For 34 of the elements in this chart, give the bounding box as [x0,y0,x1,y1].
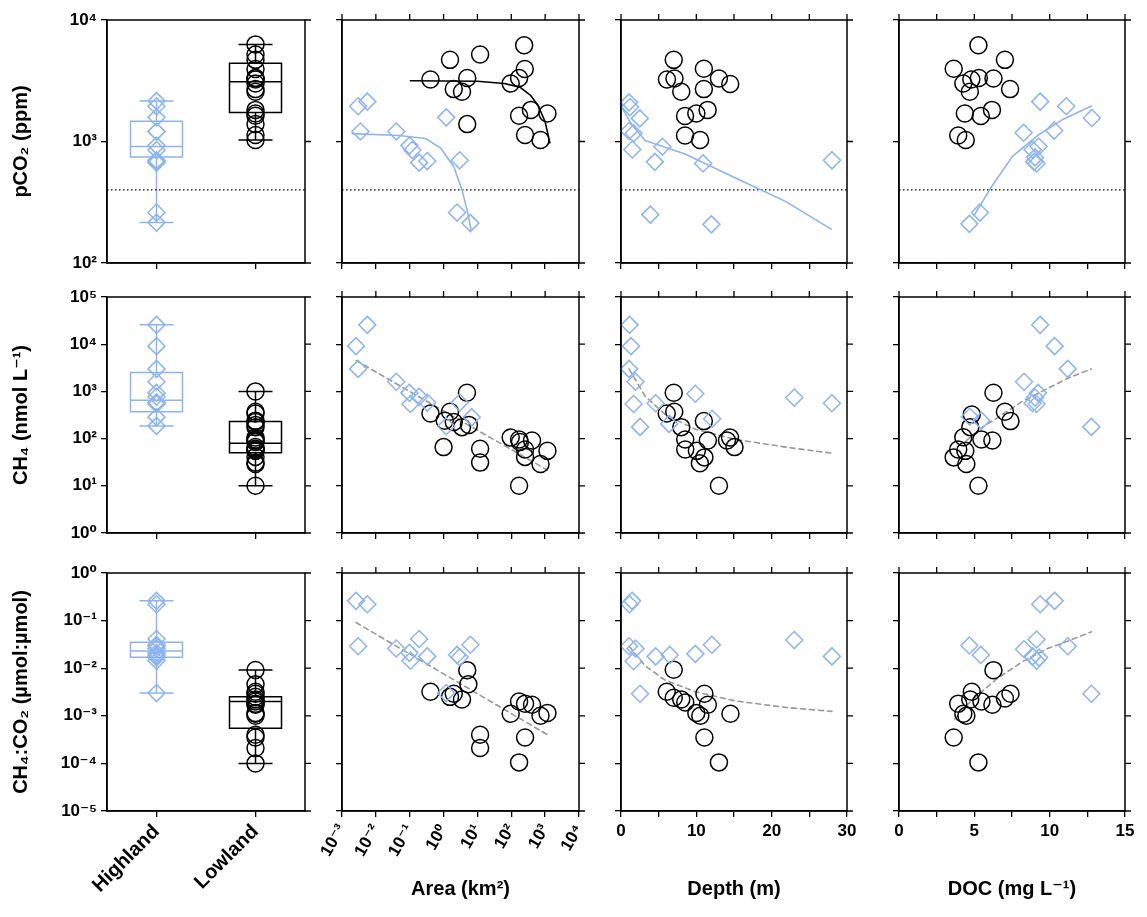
x-tick-label: 0 [616,820,626,840]
x-tick-label: 10² [490,820,519,852]
x-tick-label: 10 [1040,820,1060,840]
y-tick-label: 10⁻⁵ [61,800,97,820]
y-tick-label: 10⁵ [70,286,97,306]
y-tick-label: 10⁰ [70,522,97,542]
y-tick-label: 10² [72,252,98,272]
y-tick-label: 10⁻¹ [63,610,98,630]
x-tick-label: 10³ [523,820,553,852]
y-tick-label: 10³ [72,131,98,151]
y-tick-label: 10⁰ [70,562,97,582]
x-tick-label: 30 [837,820,857,840]
x-axis-title: DOC (mg L⁻¹) [947,876,1077,899]
y-axis-title: CH₄ (nmol L⁻¹) [8,344,31,486]
y-tick-label: 10³ [72,381,98,401]
x-tick-label: 15 [1115,820,1135,840]
y-tick-label: 10⁴ [69,9,97,29]
x-tick-label: 10⁰ [421,820,452,854]
y-tick-label: 10¹ [72,475,98,495]
x-axis-title: Area (km²) [411,876,510,899]
x-tick-label: 5 [969,820,980,840]
y-tick-label: 10⁴ [69,333,97,353]
x-tick-label: 10 [686,820,706,840]
y-tick-label: 10⁻⁴ [60,753,97,773]
y-axis-title: pCO₂ (ppm) [8,85,31,198]
x-tick-label: 10¹ [456,820,486,852]
x-tick-label: 20 [762,820,782,840]
x-axis-title: Depth (m) [687,876,781,899]
y-tick-label: 10⁻² [63,657,98,677]
y-tick-label: 10⁻³ [63,705,98,725]
y-axis-title: CH₄:CO₂ (µmol:µmol) [8,590,31,794]
y-tick-label: 10² [72,428,98,448]
x-tick-label: 0 [894,820,904,840]
x-tick-label: 10⁴ [556,820,587,855]
